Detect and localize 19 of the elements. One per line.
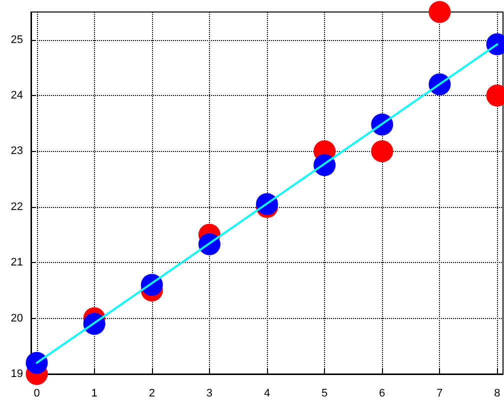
- y-tick-label: 21: [10, 256, 23, 269]
- point: [26, 352, 48, 374]
- x-tick-label: 3: [206, 388, 212, 400]
- y-tick-label: 19: [10, 368, 23, 380]
- x-tick-label: 6: [379, 388, 386, 400]
- x-tick-label: 4: [264, 388, 270, 400]
- x-tick-label: 5: [322, 388, 328, 400]
- x-tick-label: 2: [148, 388, 155, 400]
- y-tick-label: 22: [10, 200, 23, 213]
- point: [371, 140, 394, 162]
- point: [428, 1, 451, 23]
- y-tick-label: 25: [10, 34, 23, 46]
- x-tick-label: 1: [91, 388, 98, 400]
- x-tick-label: 0: [34, 388, 40, 400]
- y-tick-label: 24: [10, 90, 23, 102]
- y-tick-label: 20: [10, 312, 23, 324]
- x-tick-label: 7: [436, 388, 443, 400]
- x-tick-label: 8: [494, 388, 500, 400]
- y-tick-label: 23: [10, 145, 23, 158]
